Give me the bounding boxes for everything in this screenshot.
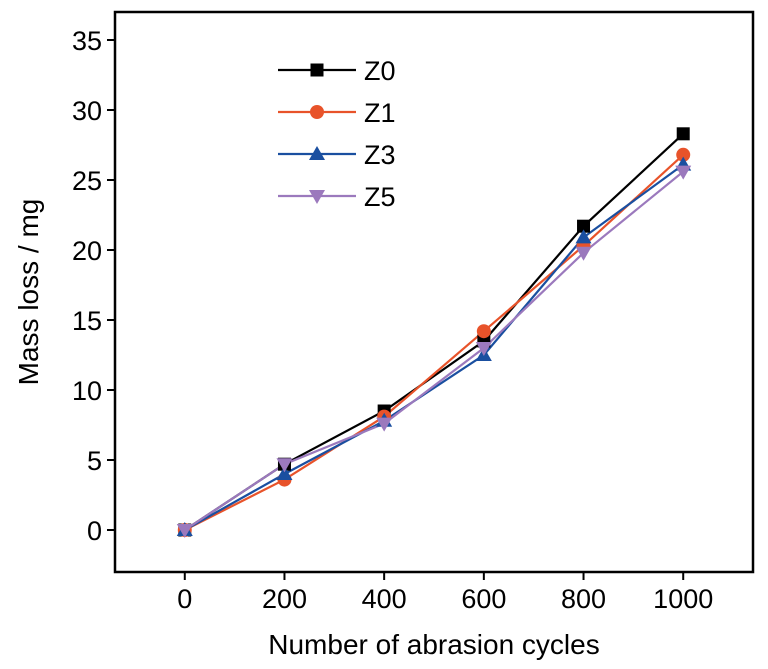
- y-tick-label: 5: [87, 446, 102, 476]
- data-point-z5: [475, 342, 492, 356]
- data-point-z5: [675, 165, 692, 180]
- y-tick-label: 10: [72, 376, 102, 406]
- data-point-z5: [276, 458, 293, 473]
- y-tick-label: 35: [72, 26, 102, 56]
- data-point-z3: [575, 229, 592, 244]
- data-point-z1: [476, 324, 491, 339]
- data-point-z5: [376, 417, 393, 432]
- x-axis-title: Number of abrasion cycles: [268, 629, 599, 660]
- x-tick-label: 1000: [653, 584, 713, 614]
- data-point-z1: [676, 147, 691, 162]
- series-lines: [184, 132, 684, 531]
- data-point-z0: [577, 219, 591, 233]
- legend-label-z0: Z0: [364, 56, 396, 86]
- legend-marker-z3: [309, 146, 325, 160]
- legend: Z0 Z1 Z3 Z5: [278, 56, 396, 212]
- series-line-z1: [184, 153, 684, 531]
- y-tick-label: 15: [72, 306, 102, 336]
- data-point-z0: [676, 127, 690, 141]
- legend-marker-z5: [309, 190, 325, 204]
- series-line-z3: [184, 163, 684, 531]
- y-tick-label: 20: [72, 236, 102, 266]
- series-line-z0: [184, 132, 684, 531]
- legend-label-z5: Z5: [364, 182, 396, 212]
- legend-marker-z0: [310, 63, 324, 77]
- plot-frame: [113, 10, 755, 574]
- legend-marker-z1: [310, 105, 324, 119]
- x-tick-label: 600: [461, 584, 506, 614]
- x-tick-label: 800: [561, 584, 606, 614]
- axis-ticks: 0 200 400 600 800 1000 0 5 10 15 20 25 30 35: [72, 26, 713, 614]
- y-tick-label: 30: [72, 96, 102, 126]
- legend-label-z1: Z1: [364, 98, 396, 128]
- data-point-z5: [176, 524, 193, 538]
- series-markers: [176, 127, 692, 538]
- x-tick-label: 200: [262, 584, 307, 614]
- data-point-z5: [575, 246, 592, 261]
- legend-label-z3: Z3: [364, 140, 396, 170]
- series-line-z5: [184, 170, 684, 531]
- x-tick-label: 400: [362, 584, 407, 614]
- y-axis-title: Mass loss / mg: [13, 199, 44, 386]
- y-tick-label: 25: [72, 166, 102, 196]
- x-tick-label: 0: [177, 584, 192, 614]
- y-tick-label: 0: [87, 516, 102, 546]
- data-point-z3: [276, 466, 293, 480]
